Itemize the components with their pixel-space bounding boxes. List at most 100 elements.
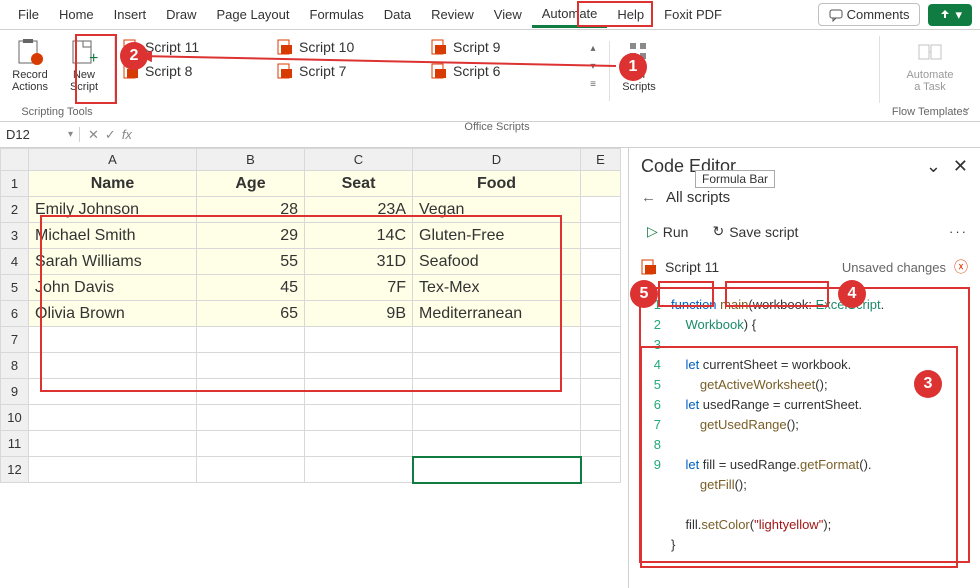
annotation-box bbox=[640, 346, 958, 568]
cell[interactable]: Name bbox=[29, 171, 197, 197]
script-icon bbox=[641, 259, 657, 275]
share-button[interactable]: ▾ bbox=[928, 4, 972, 26]
back-icon[interactable]: ← bbox=[641, 189, 656, 206]
col-header[interactable]: D bbox=[413, 149, 581, 171]
tab-file[interactable]: File bbox=[8, 3, 49, 26]
annotation-box bbox=[75, 34, 117, 104]
comments-label: Comments bbox=[847, 7, 910, 22]
annotation-box bbox=[40, 215, 562, 392]
more-icon[interactable]: ≡ bbox=[585, 77, 601, 91]
row-header[interactable]: 3 bbox=[1, 223, 29, 249]
save-script-button[interactable]: ↻ Save script bbox=[706, 220, 804, 243]
cell[interactable] bbox=[197, 457, 305, 483]
col-header[interactable]: C bbox=[305, 149, 413, 171]
cell[interactable] bbox=[581, 223, 621, 249]
chevron-down-icon[interactable]: ⌄ bbox=[926, 156, 941, 177]
cell[interactable] bbox=[413, 405, 581, 431]
row-header[interactable]: 6 bbox=[1, 301, 29, 327]
up-icon[interactable]: ▴ bbox=[585, 41, 601, 55]
tab-foxitpdf[interactable]: Foxit PDF bbox=[654, 3, 732, 26]
cell[interactable] bbox=[29, 431, 197, 457]
cell[interactable] bbox=[581, 457, 621, 483]
cell[interactable] bbox=[581, 405, 621, 431]
cancel-icon[interactable]: ✕ bbox=[88, 127, 99, 143]
cell[interactable] bbox=[581, 327, 621, 353]
col-header[interactable]: E bbox=[581, 149, 621, 171]
cell[interactable] bbox=[581, 379, 621, 405]
cell[interactable] bbox=[581, 249, 621, 275]
comments-button[interactable]: Comments bbox=[818, 3, 921, 26]
cell[interactable] bbox=[581, 171, 621, 197]
close-icon[interactable]: ✕ bbox=[953, 156, 968, 177]
row-header[interactable]: 10 bbox=[1, 405, 29, 431]
scripts-scroll[interactable]: ▴ ▾ ≡ bbox=[585, 35, 601, 91]
cell[interactable] bbox=[413, 457, 581, 483]
more-icon[interactable]: ··· bbox=[949, 224, 968, 239]
row-header[interactable]: 1 bbox=[1, 171, 29, 197]
cell[interactable] bbox=[581, 301, 621, 327]
cell[interactable] bbox=[197, 431, 305, 457]
row-header[interactable]: 12 bbox=[1, 457, 29, 483]
col-header[interactable]: B bbox=[197, 149, 305, 171]
scripting-tools-label: Scripting Tools bbox=[21, 106, 92, 119]
cell[interactable]: Seat bbox=[305, 171, 413, 197]
tab-formulas[interactable]: Formulas bbox=[300, 3, 374, 26]
cell[interactable] bbox=[197, 405, 305, 431]
tab-pagelayout[interactable]: Page Layout bbox=[207, 3, 300, 26]
annotation-badge: 5 bbox=[630, 280, 658, 308]
script-item[interactable]: Script 7 bbox=[277, 63, 427, 79]
tab-draw[interactable]: Draw bbox=[156, 3, 206, 26]
cell[interactable] bbox=[581, 275, 621, 301]
cell[interactable] bbox=[305, 405, 413, 431]
cell[interactable] bbox=[29, 405, 197, 431]
cell[interactable]: Age bbox=[197, 171, 305, 197]
cell[interactable] bbox=[581, 353, 621, 379]
annotation-box bbox=[658, 281, 714, 307]
formula-bar[interactable]: ✕ ✓ fx bbox=[80, 127, 140, 143]
row-header[interactable]: 5 bbox=[1, 275, 29, 301]
cell[interactable] bbox=[413, 431, 581, 457]
script-item[interactable]: Script 6 bbox=[431, 63, 581, 79]
col-header[interactable]: A bbox=[29, 149, 197, 171]
ribbon: RecordActions + NewScript Scripting Tool… bbox=[0, 30, 980, 122]
script-item[interactable]: Script 8 bbox=[123, 63, 273, 79]
cell[interactable] bbox=[305, 431, 413, 457]
formula-bar-tooltip: Formula Bar bbox=[695, 170, 775, 188]
script-item[interactable]: Script 10 bbox=[277, 39, 427, 55]
row-header[interactable]: 4 bbox=[1, 249, 29, 275]
fx-icon[interactable]: fx bbox=[122, 127, 132, 142]
enter-icon[interactable]: ✓ bbox=[105, 127, 116, 143]
record-actions-button[interactable]: RecordActions bbox=[5, 35, 55, 95]
all-scripts-link[interactable]: All scripts bbox=[666, 189, 730, 206]
row-header[interactable]: 9 bbox=[1, 379, 29, 405]
cell[interactable] bbox=[29, 457, 197, 483]
tab-review[interactable]: Review bbox=[421, 3, 484, 26]
collapse-ribbon-icon[interactable]: ⌄ bbox=[961, 99, 972, 115]
discard-icon[interactable]: ⓧ bbox=[954, 257, 968, 277]
down-icon[interactable]: ▾ bbox=[585, 59, 601, 73]
row-header[interactable]: 11 bbox=[1, 431, 29, 457]
automate-task-button[interactable]: Automatea Task bbox=[905, 35, 955, 95]
script-item[interactable]: Script 9 bbox=[431, 39, 581, 55]
run-button[interactable]: ▷ Run bbox=[641, 220, 694, 243]
cell[interactable] bbox=[581, 431, 621, 457]
cell[interactable]: Food bbox=[413, 171, 581, 197]
annotation-box bbox=[577, 1, 653, 27]
name-box[interactable]: D12▾ bbox=[0, 127, 80, 142]
office-scripts-label: Office Scripts bbox=[464, 121, 529, 134]
row-header[interactable]: 8 bbox=[1, 353, 29, 379]
comment-icon bbox=[829, 8, 843, 22]
annotation-badge: 4 bbox=[838, 280, 866, 308]
row-header[interactable]: 7 bbox=[1, 327, 29, 353]
tab-data[interactable]: Data bbox=[374, 3, 421, 26]
ribbon-tabs: File Home Insert Draw Page Layout Formul… bbox=[0, 0, 980, 30]
refresh-icon: ↻ bbox=[712, 223, 724, 240]
tab-view[interactable]: View bbox=[484, 3, 532, 26]
cell[interactable] bbox=[305, 457, 413, 483]
row-header[interactable]: 2 bbox=[1, 197, 29, 223]
tab-home[interactable]: Home bbox=[49, 3, 104, 26]
tab-insert[interactable]: Insert bbox=[104, 3, 157, 26]
cell[interactable] bbox=[581, 197, 621, 223]
annotation-badge: 2 bbox=[120, 42, 148, 70]
annotation-box bbox=[725, 281, 829, 307]
